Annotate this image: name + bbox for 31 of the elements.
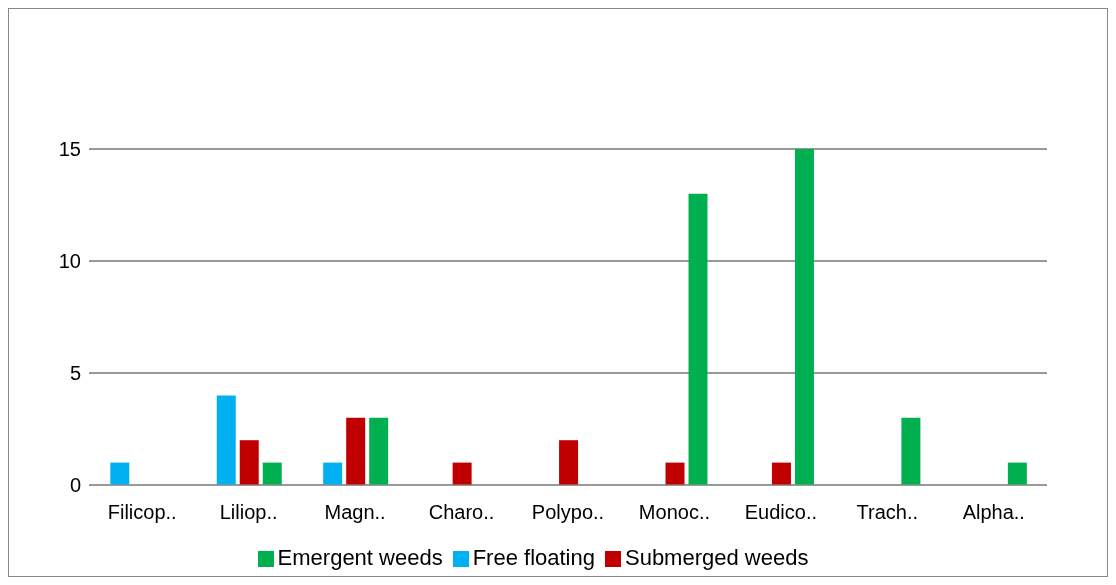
- bar: [452, 462, 472, 485]
- x-tick-label: Eudico..: [744, 501, 818, 524]
- legend-label: Emergent weeds: [277, 545, 443, 570]
- bar: [794, 149, 814, 485]
- y-tick-label: 10: [58, 250, 81, 273]
- bar: [323, 462, 343, 485]
- legend-label: Free floating: [472, 545, 595, 570]
- x-tick-label: Monoc..: [638, 501, 711, 524]
- x-tick-label: Alpha..: [962, 501, 1025, 524]
- bar: [559, 440, 579, 485]
- bar: [771, 462, 791, 485]
- bar: [369, 417, 389, 485]
- bar: [688, 193, 708, 485]
- x-tick-label: Charo..: [428, 501, 495, 524]
- bar: [239, 440, 259, 485]
- y-tick-label: 15: [58, 138, 81, 161]
- bar: [665, 462, 685, 485]
- bar: [1007, 462, 1027, 485]
- x-tick-label: Filicop..: [107, 501, 177, 524]
- x-tick-label: Magn..: [324, 501, 386, 524]
- x-tick-label: Liliop..: [219, 501, 278, 524]
- bar: [110, 462, 130, 485]
- bar: [346, 417, 366, 485]
- x-tick-label: Polypo..: [531, 501, 605, 524]
- x-tick-label: Trach..: [856, 501, 919, 524]
- legend-label: Submerged weeds: [624, 545, 809, 570]
- y-tick-label: 5: [69, 362, 81, 385]
- y-tick-label: 0: [69, 474, 81, 497]
- bar: [262, 462, 282, 485]
- bar: [901, 417, 921, 485]
- bar: [216, 395, 236, 485]
